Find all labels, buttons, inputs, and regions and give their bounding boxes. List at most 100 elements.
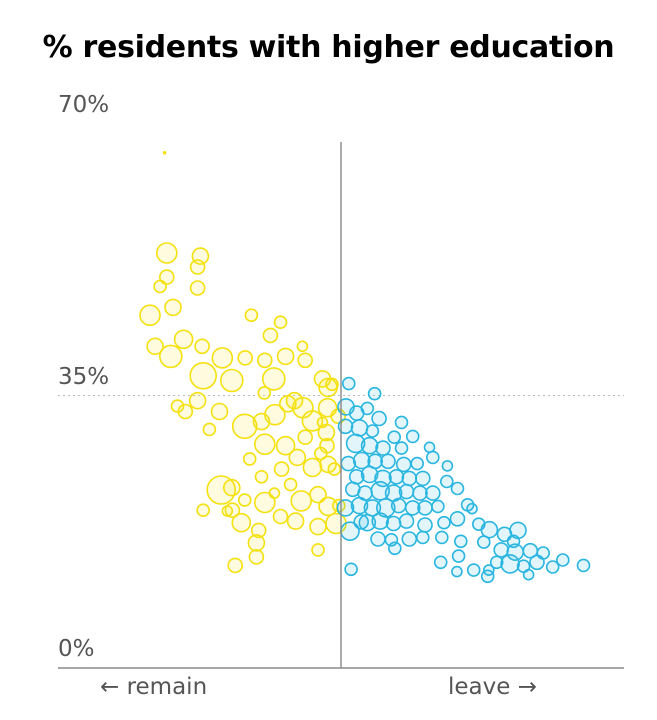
axes — [58, 142, 624, 669]
remain-point — [153, 279, 167, 294]
leave-point — [500, 554, 520, 574]
leave-point — [405, 429, 420, 444]
leave-point — [350, 419, 369, 437]
remain-point — [264, 403, 286, 426]
leave-point — [441, 460, 454, 472]
x-label-leave: leave → — [448, 674, 537, 700]
leave-point — [434, 530, 449, 545]
remain-point — [206, 475, 236, 505]
leave-point — [466, 563, 481, 577]
leave-point — [353, 514, 370, 530]
remain-point — [196, 503, 210, 518]
remain-point — [231, 413, 258, 440]
remain-point — [309, 485, 327, 504]
remain-point — [309, 517, 327, 536]
remain-point — [247, 534, 266, 552]
leave-point — [529, 554, 545, 571]
leave-point — [371, 410, 387, 427]
remain-point — [210, 402, 229, 421]
remain-point — [231, 512, 252, 533]
remain-point — [268, 487, 281, 499]
remain-point — [262, 327, 279, 344]
remain-point — [139, 304, 161, 327]
leave-point — [437, 515, 451, 530]
leave-point — [394, 415, 409, 430]
leave-point — [410, 456, 425, 471]
remain-point — [273, 315, 288, 330]
remain-point — [297, 352, 314, 369]
leave-point — [417, 500, 433, 516]
leave-point — [345, 433, 366, 454]
leave-point — [365, 424, 380, 438]
leave-point — [352, 451, 371, 470]
remain-point — [202, 422, 217, 437]
remain-point — [221, 505, 234, 517]
leave-point — [433, 555, 448, 570]
leave-point — [414, 470, 431, 487]
leave-point — [449, 510, 466, 527]
remain-point — [237, 350, 253, 366]
remain-point — [302, 457, 323, 478]
remain-point — [286, 512, 305, 530]
remain-point — [220, 368, 244, 393]
leave-point — [423, 441, 436, 454]
leave-point — [480, 520, 499, 539]
remain-point — [237, 493, 252, 507]
leave-point — [398, 483, 415, 500]
remain-point — [301, 410, 324, 432]
y-tick-label: 35% — [58, 364, 109, 390]
leave-point — [360, 401, 375, 416]
leave-point — [395, 456, 412, 473]
remain-point — [278, 394, 297, 413]
leave-point — [576, 558, 591, 573]
remain-point — [189, 280, 206, 296]
leave-point — [451, 549, 466, 563]
remain-point — [244, 308, 259, 323]
series-remain — [139, 151, 347, 574]
leave-point — [344, 562, 358, 577]
leave-point — [522, 568, 535, 581]
y-tick-labels: 70% 35% 0% — [58, 92, 109, 662]
leave-point — [555, 553, 570, 567]
y-tick-label: 0% — [58, 636, 95, 662]
leave-point — [344, 481, 361, 498]
leave-point — [387, 541, 402, 556]
remain-point — [253, 491, 276, 514]
leave-point — [480, 569, 495, 584]
remain-point — [156, 242, 178, 264]
remain-point — [313, 446, 328, 461]
leave-point — [424, 485, 441, 501]
y-tick-label: 70% — [58, 92, 109, 118]
leave-point — [401, 470, 418, 487]
remain-point — [211, 347, 234, 369]
remain-point — [227, 557, 243, 574]
remain-point — [164, 298, 182, 317]
remain-point — [288, 448, 307, 467]
remain-point — [194, 338, 210, 355]
remain-point — [146, 337, 164, 356]
leave-point — [439, 474, 454, 489]
remain-point — [319, 455, 337, 474]
remain-point — [242, 452, 257, 466]
leave-point — [370, 531, 386, 547]
leave-point — [476, 535, 491, 549]
chart-title: % residents with higher education — [42, 30, 615, 65]
remain-point — [273, 461, 290, 477]
remain-point — [275, 435, 296, 456]
remain-point — [248, 549, 265, 565]
remain-point — [162, 151, 167, 155]
remain-point — [170, 399, 185, 413]
leave-point — [370, 480, 391, 501]
leave-point — [545, 560, 560, 574]
remain-point — [311, 543, 325, 557]
remain-point — [257, 386, 272, 400]
leave-point — [404, 500, 421, 516]
remain-point — [254, 469, 269, 484]
remain-point — [250, 522, 267, 539]
leave-point — [390, 497, 407, 514]
leave-point — [415, 530, 430, 545]
remain-point — [325, 377, 339, 392]
leave-point — [387, 430, 402, 445]
remain-point — [159, 344, 183, 369]
